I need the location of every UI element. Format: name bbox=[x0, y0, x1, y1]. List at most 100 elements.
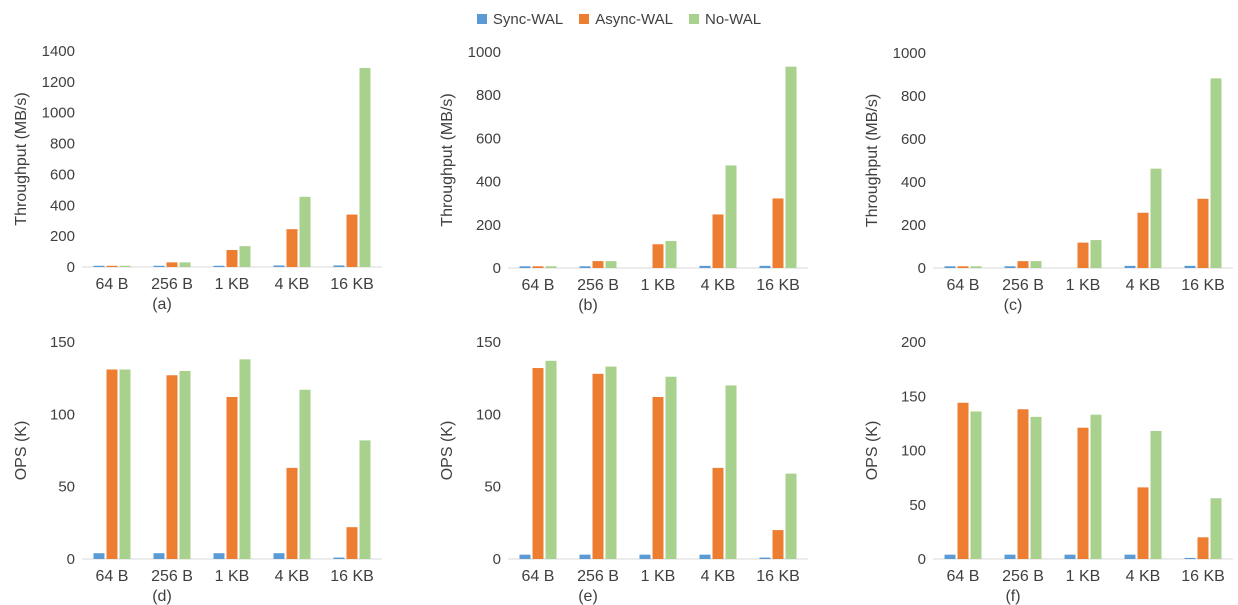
bar-no-wal-256-b bbox=[1030, 416, 1042, 559]
bar-sync-wal-256-b bbox=[1004, 554, 1016, 559]
bar-async-wal-16-kb bbox=[346, 527, 358, 559]
panel-caption-d: (d) bbox=[152, 588, 172, 605]
bar-sync-wal-256-b bbox=[579, 554, 591, 559]
legend-label-sync-wal: Sync-WAL bbox=[492, 10, 564, 28]
bar-async-wal-1-kb bbox=[1077, 427, 1089, 559]
bar-no-wal-256-b bbox=[1030, 261, 1042, 268]
y-tick-label-1400: 1400 bbox=[42, 43, 75, 60]
y-tick-label-0: 0 bbox=[493, 260, 501, 277]
bar-no-wal-16-kb bbox=[359, 440, 371, 559]
y-axis-label: OPS (K) bbox=[439, 421, 456, 481]
bar-no-wal-256-b bbox=[605, 366, 617, 559]
y-tick-label-1000: 1000 bbox=[893, 45, 926, 62]
x-tick-label-1-kb: 1 KB bbox=[641, 568, 676, 585]
x-tick-label-64-b: 64 B bbox=[947, 568, 980, 585]
x-tick-label-16-kb: 16 KB bbox=[330, 568, 374, 585]
bar-async-wal-16-kb bbox=[1197, 198, 1209, 268]
bar-async-wal-16-kb bbox=[772, 198, 784, 268]
bar-async-wal-1-kb bbox=[226, 396, 238, 559]
x-tick-label-16-kb: 16 KB bbox=[756, 277, 800, 294]
x-tick-label-4-kb: 4 KB bbox=[1126, 568, 1161, 585]
chart-panel-d: 0 50 100 150 OPS (K) 64 B 256 B 1 KB 4 KB 16 KB (d… bbox=[13, 334, 382, 605]
bar-sync-wal-4-kb bbox=[1124, 265, 1136, 268]
bar-sync-wal-4-kb bbox=[699, 265, 711, 268]
x-tick-label-1-kb: 1 KB bbox=[641, 277, 676, 294]
bar-no-wal-16-kb bbox=[1210, 498, 1222, 559]
y-tick-label-50: 50 bbox=[909, 497, 926, 514]
y-tick-label-50: 50 bbox=[58, 479, 75, 496]
legend-swatch-async-wal bbox=[579, 14, 590, 24]
bar-async-wal-4-kb bbox=[712, 214, 724, 268]
bar-sync-wal-4-kb bbox=[273, 265, 285, 267]
bar-sync-wal-4-kb bbox=[1124, 554, 1136, 559]
bar-async-wal-1-kb bbox=[1077, 242, 1089, 268]
y-tick-label-0: 0 bbox=[67, 259, 75, 276]
y-tick-label-600: 600 bbox=[50, 166, 75, 183]
y-axis-label: Throughput (MB/s) bbox=[864, 94, 881, 227]
y-axis-label: Throughput (MB/s) bbox=[13, 92, 30, 225]
bar-no-wal-256-b bbox=[179, 370, 191, 559]
y-axis-label: OPS (K) bbox=[13, 421, 30, 481]
x-tick-label-4-kb: 4 KB bbox=[275, 276, 310, 293]
y-tick-label-400: 400 bbox=[901, 174, 926, 191]
bar-no-wal-4-kb bbox=[725, 165, 737, 268]
bar-async-wal-4-kb bbox=[286, 229, 298, 267]
bar-async-wal-256-b bbox=[166, 262, 178, 267]
bar-no-wal-1-kb bbox=[665, 376, 677, 559]
x-tick-label-64-b: 64 B bbox=[522, 568, 555, 585]
bar-sync-wal-1-kb bbox=[213, 553, 225, 559]
y-tick-label-200: 200 bbox=[901, 217, 926, 234]
y-axis-label: OPS (K) bbox=[864, 421, 881, 481]
bar-no-wal-16-kb bbox=[1210, 78, 1222, 269]
bar-no-wal-16-kb bbox=[359, 67, 371, 267]
bar-sync-wal-256-b bbox=[153, 265, 165, 267]
bar-sync-wal-64-b bbox=[519, 554, 531, 559]
bar-sync-wal-16-kb bbox=[333, 265, 345, 267]
bar-no-wal-256-b bbox=[179, 262, 191, 267]
x-tick-label-64-b: 64 B bbox=[96, 568, 129, 585]
panel-caption-e: (e) bbox=[578, 588, 598, 605]
bar-async-wal-256-b bbox=[166, 375, 178, 559]
bar-async-wal-16-kb bbox=[346, 214, 358, 267]
panel-caption-c: (c) bbox=[1004, 297, 1023, 314]
bar-async-wal-64-b bbox=[957, 402, 969, 559]
chart-panel-b: 0 200 400 600 800 1000 Throughput (MB/s) 64 B 25… bbox=[439, 44, 808, 314]
y-tick-label-400: 400 bbox=[50, 197, 75, 214]
bar-async-wal-256-b bbox=[1017, 261, 1029, 268]
y-tick-label-150: 150 bbox=[476, 334, 501, 351]
y-tick-label-100: 100 bbox=[476, 406, 501, 423]
bar-async-wal-4-kb bbox=[712, 467, 724, 559]
bar-sync-wal-4-kb bbox=[273, 553, 285, 559]
panel-caption-a: (a) bbox=[152, 296, 172, 313]
x-tick-label-1-kb: 1 KB bbox=[215, 276, 250, 293]
bar-no-wal-4-kb bbox=[725, 385, 737, 559]
bar-no-wal-256-b bbox=[605, 261, 617, 268]
bar-no-wal-64-b bbox=[970, 411, 982, 559]
chart-panel-f: 0 50 100 150 200 OPS (K) 64 B 256 B 1 KB 4 KB 16 K… bbox=[864, 334, 1233, 605]
legend-item-sync-wal: Sync-WAL bbox=[476, 8, 564, 30]
bar-sync-wal-256-b bbox=[153, 553, 165, 559]
bar-no-wal-4-kb bbox=[299, 196, 311, 267]
y-tick-label-800: 800 bbox=[476, 87, 501, 104]
y-tick-label-800: 800 bbox=[50, 136, 75, 153]
chart-panel-c: 0 200 400 600 800 1000 Throughput (MB/s) 64 B 25… bbox=[864, 45, 1233, 314]
x-tick-label-1-kb: 1 KB bbox=[1066, 568, 1101, 585]
bar-no-wal-1-kb bbox=[239, 359, 251, 559]
y-tick-label-400: 400 bbox=[476, 174, 501, 191]
y-tick-label-1000: 1000 bbox=[468, 44, 501, 61]
y-tick-label-150: 150 bbox=[901, 388, 926, 405]
bar-sync-wal-64-b bbox=[93, 265, 105, 267]
x-tick-label-64-b: 64 B bbox=[947, 277, 980, 294]
bar-sync-wal-64-b bbox=[519, 266, 531, 268]
bar-no-wal-1-kb bbox=[239, 246, 251, 267]
y-tick-label-0: 0 bbox=[918, 260, 926, 277]
bar-sync-wal-1-kb bbox=[213, 265, 225, 267]
x-tick-label-16-kb: 16 KB bbox=[330, 276, 374, 293]
x-tick-label-256-b: 256 B bbox=[1002, 568, 1044, 585]
x-tick-label-256-b: 256 B bbox=[577, 568, 619, 585]
x-tick-label-4-kb: 4 KB bbox=[701, 277, 736, 294]
bar-sync-wal-1-kb bbox=[1064, 554, 1076, 559]
bar-sync-wal-64-b bbox=[944, 554, 956, 559]
legend-item-no-wal: No-WAL bbox=[688, 8, 761, 30]
